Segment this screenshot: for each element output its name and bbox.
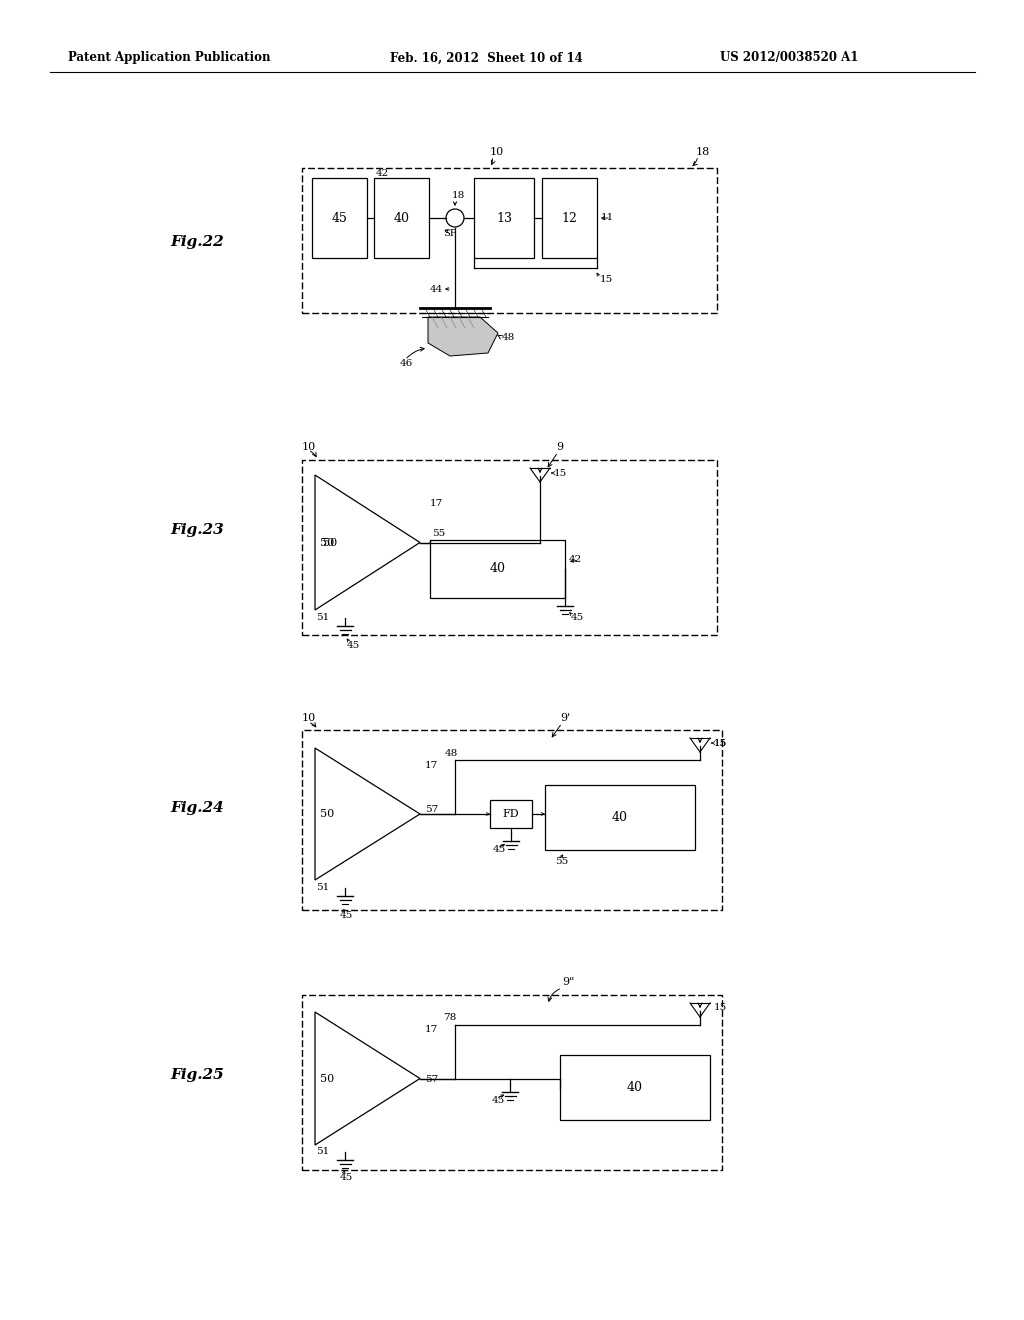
FancyBboxPatch shape	[545, 785, 695, 850]
Text: 45: 45	[340, 1172, 353, 1181]
Text: 15: 15	[600, 276, 613, 285]
FancyBboxPatch shape	[560, 1055, 710, 1119]
Text: Fig.25: Fig.25	[170, 1068, 224, 1082]
Text: 9": 9"	[562, 977, 574, 987]
FancyBboxPatch shape	[430, 540, 565, 598]
FancyBboxPatch shape	[374, 178, 429, 257]
Text: Fig.22: Fig.22	[170, 235, 224, 249]
Text: FD: FD	[503, 809, 519, 818]
Text: 11: 11	[601, 214, 614, 223]
Text: 45: 45	[347, 640, 360, 649]
FancyBboxPatch shape	[302, 168, 717, 313]
Text: 17: 17	[430, 499, 443, 507]
FancyBboxPatch shape	[542, 178, 597, 257]
Polygon shape	[428, 317, 498, 356]
Text: 45: 45	[493, 846, 506, 854]
Text: 18: 18	[696, 147, 711, 157]
Text: 10: 10	[490, 147, 504, 157]
Text: 45: 45	[492, 1096, 505, 1105]
Text: 12: 12	[561, 211, 578, 224]
Text: 18: 18	[452, 191, 465, 201]
Text: 10: 10	[302, 442, 316, 451]
Text: 50: 50	[319, 809, 334, 818]
Text: 17: 17	[425, 760, 438, 770]
Text: SP: SP	[443, 228, 457, 238]
Text: 45: 45	[571, 614, 585, 623]
Text: 15: 15	[554, 469, 567, 478]
Text: 51: 51	[316, 883, 330, 892]
Text: 50: 50	[323, 537, 337, 548]
Text: 55: 55	[555, 858, 568, 866]
Text: 48: 48	[445, 748, 459, 758]
FancyBboxPatch shape	[312, 178, 367, 257]
Text: 40: 40	[489, 562, 506, 576]
Text: 48: 48	[502, 334, 515, 342]
FancyBboxPatch shape	[302, 995, 722, 1170]
Text: 51: 51	[316, 614, 330, 623]
Text: 57: 57	[425, 805, 438, 814]
Text: 46: 46	[400, 359, 414, 367]
FancyBboxPatch shape	[302, 730, 722, 909]
Text: 40: 40	[627, 1081, 643, 1094]
Text: 51: 51	[316, 1147, 330, 1156]
Text: 13: 13	[496, 211, 512, 224]
FancyBboxPatch shape	[474, 178, 534, 257]
Text: 9: 9	[556, 442, 563, 451]
Text: 10: 10	[302, 713, 316, 723]
Text: 42: 42	[569, 556, 583, 565]
Text: 45: 45	[332, 211, 347, 224]
FancyBboxPatch shape	[490, 800, 532, 828]
Text: 15: 15	[714, 738, 727, 747]
Text: 57: 57	[425, 1076, 438, 1085]
Text: 45: 45	[340, 911, 353, 920]
Text: Fig.23: Fig.23	[170, 523, 224, 537]
Text: 9': 9'	[560, 713, 570, 723]
Text: 42: 42	[376, 169, 389, 178]
Text: US 2012/0038520 A1: US 2012/0038520 A1	[720, 51, 858, 65]
FancyBboxPatch shape	[302, 459, 717, 635]
Text: 50: 50	[319, 537, 334, 548]
Text: 40: 40	[393, 211, 410, 224]
Text: Feb. 16, 2012  Sheet 10 of 14: Feb. 16, 2012 Sheet 10 of 14	[390, 51, 583, 65]
Text: Patent Application Publication: Patent Application Publication	[68, 51, 270, 65]
Text: 15: 15	[714, 738, 727, 747]
Text: 78: 78	[443, 1014, 457, 1023]
Text: 50: 50	[319, 1073, 334, 1084]
Text: 44: 44	[430, 285, 443, 294]
Text: 15: 15	[714, 1003, 727, 1012]
Text: Fig.24: Fig.24	[170, 801, 224, 814]
Text: 17: 17	[425, 1026, 438, 1035]
Text: 55: 55	[432, 529, 445, 539]
Text: 40: 40	[612, 810, 628, 824]
